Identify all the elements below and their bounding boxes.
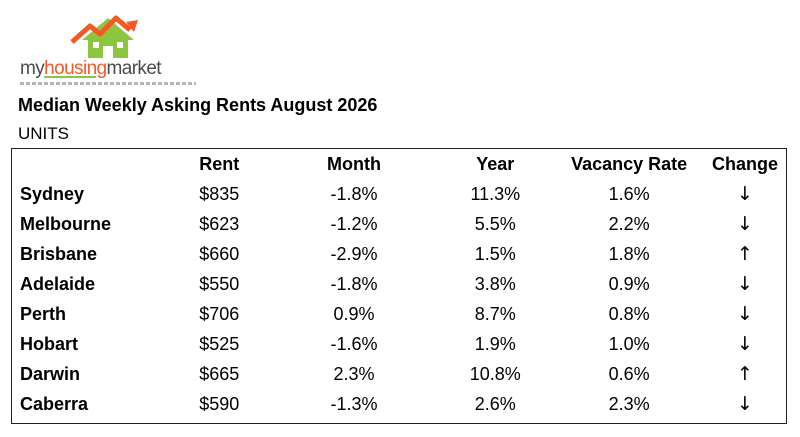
- table-row: Darwin $665 2.3% 10.8% 0.6% ↑: [12, 359, 786, 389]
- arrow-down-icon: ↓: [737, 393, 753, 415]
- cell-city: Perth: [20, 303, 67, 324]
- cell-rent: $665: [199, 363, 240, 384]
- page-subtitle: UNITS: [18, 124, 69, 143]
- arrow-up-icon: ↑: [737, 243, 753, 265]
- header-city: [12, 149, 167, 179]
- cell-city: Caberra: [20, 393, 89, 414]
- cell-year: 1.9%: [474, 333, 516, 354]
- cell-vacancy: 2.3%: [608, 393, 650, 414]
- cell-month: -1.8%: [330, 183, 378, 204]
- cell-city: Hobart: [20, 333, 78, 354]
- header-rent: Rent: [199, 153, 240, 174]
- cell-year: 8.7%: [474, 303, 516, 324]
- cell-vacancy: 1.0%: [608, 333, 650, 354]
- rents-table: Rent Month Year Vacancy Rate Change Sydn…: [12, 149, 786, 419]
- cell-vacancy: 2.2%: [608, 213, 650, 234]
- rents-table-box: Rent Month Year Vacancy Rate Change Sydn…: [11, 148, 787, 424]
- cell-vacancy: 0.6%: [608, 363, 650, 384]
- table-row: Melbourne $623 -1.2% 5.5% 2.2% ↓: [12, 209, 786, 239]
- cell-rent: $835: [199, 183, 240, 204]
- table-row: Caberra $590 -1.3% 2.6% 2.3% ↓: [12, 389, 786, 419]
- logo-word-housing: housing: [44, 58, 107, 79]
- cell-city: Brisbane: [20, 243, 98, 264]
- cell-rent: $550: [199, 273, 240, 294]
- cell-rent: $660: [199, 243, 240, 264]
- cell-year: 1.5%: [474, 243, 516, 264]
- logo: myhousingmarket: [18, 8, 208, 86]
- logo-wordmark: myhousingmarket: [20, 58, 162, 80]
- cell-city: Adelaide: [20, 273, 96, 294]
- table-row: Hobart $525 -1.6% 1.9% 1.0% ↓: [12, 329, 786, 359]
- cell-rent: $525: [199, 333, 240, 354]
- header-year: Year: [476, 153, 515, 174]
- cell-rent: $623: [199, 213, 240, 234]
- header-month: Month: [327, 153, 382, 174]
- logo-word-my: my: [20, 58, 45, 79]
- arrow-down-icon: ↓: [737, 333, 753, 355]
- arrow-down-icon: ↓: [737, 183, 753, 205]
- cell-month: -1.3%: [330, 393, 378, 414]
- cell-city: Darwin: [20, 363, 81, 384]
- cell-month: -2.9%: [330, 243, 378, 264]
- cell-city: Melbourne: [20, 213, 112, 234]
- cell-vacancy: 0.9%: [608, 273, 650, 294]
- cell-year: 3.8%: [474, 273, 516, 294]
- table-header-row: Rent Month Year Vacancy Rate Change: [12, 149, 786, 179]
- table-row: Sydney $835 -1.8% 11.3% 1.6% ↓: [12, 179, 786, 209]
- table-row: Perth $706 0.9% 8.7% 0.8% ↓: [12, 299, 786, 329]
- cell-city: Sydney: [20, 183, 85, 204]
- cell-vacancy: 0.8%: [608, 303, 650, 324]
- logo-tagline: [20, 82, 196, 85]
- page-title: Median Weekly Asking Rents August 2026: [18, 95, 378, 115]
- table-row: Adelaide $550 -1.8% 3.8% 0.9% ↓: [12, 269, 786, 299]
- cell-year: 10.8%: [469, 363, 521, 384]
- table-row: Brisbane $660 -2.9% 1.5% 1.8% ↑: [12, 239, 786, 269]
- cell-rent: $590: [199, 393, 240, 414]
- header-vacancy-rate: Vacancy Rate: [571, 153, 688, 174]
- cell-year: 5.5%: [474, 213, 516, 234]
- arrow-down-icon: ↓: [737, 303, 753, 325]
- header-change: Change: [711, 153, 778, 174]
- cell-vacancy: 1.6%: [608, 183, 650, 204]
- cell-month: -1.2%: [330, 213, 378, 234]
- arrow-up-icon: ↑: [737, 363, 753, 385]
- house-logo-icon: [70, 15, 138, 58]
- arrow-down-icon: ↓: [737, 213, 753, 235]
- cell-year: 11.3%: [470, 183, 521, 204]
- arrow-down-icon: ↓: [737, 273, 753, 295]
- logo-word-market: market: [106, 58, 162, 79]
- cell-rent: $706: [199, 303, 240, 324]
- cell-month: 0.9%: [333, 303, 375, 324]
- cell-month: -1.8%: [330, 273, 378, 294]
- cell-year: 2.6%: [474, 393, 516, 414]
- cell-vacancy: 1.8%: [608, 243, 650, 264]
- cell-month: -1.6%: [330, 333, 378, 354]
- cell-month: 2.3%: [333, 363, 375, 384]
